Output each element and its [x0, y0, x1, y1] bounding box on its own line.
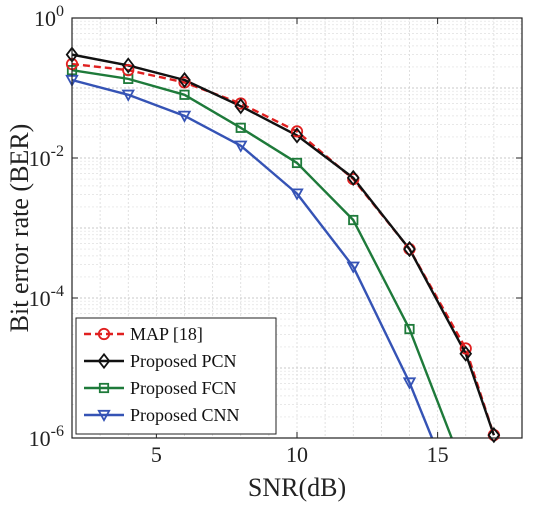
legend-label: Proposed PCN — [130, 351, 237, 371]
series-line-proposed-pcn — [72, 53, 496, 436]
data-point-proposed-pcn — [178, 71, 191, 89]
data-point-proposed-cnn — [121, 89, 135, 102]
data-point-proposed-cnn — [346, 261, 360, 274]
legend-label: Proposed CNN — [130, 405, 240, 425]
data-point-proposed-fcn — [235, 122, 246, 133]
data-point-proposed-cnn — [177, 110, 192, 123]
y-tick-label: 10-6 — [29, 423, 64, 451]
data-point-map-18- — [459, 342, 472, 355]
legend-label: MAP [18] — [130, 324, 203, 344]
legend-marker — [97, 409, 111, 423]
x-axis-title: SNR(dB) — [248, 473, 346, 502]
data-point-proposed-pcn — [346, 169, 360, 187]
data-point-proposed-pcn — [234, 98, 248, 115]
legend-marker — [97, 352, 111, 370]
data-point-proposed-pcn — [459, 345, 473, 362]
data-point-proposed-cnn — [290, 188, 304, 201]
data-point-proposed-pcn — [290, 127, 304, 144]
data-point-map-18- — [122, 64, 135, 77]
x-tick-label: 10 — [286, 442, 308, 467]
legend-marker — [97, 327, 111, 341]
series-line-map-18- — [72, 62, 496, 436]
data-point-map-18- — [290, 125, 304, 138]
data-point-proposed-fcn — [179, 89, 190, 100]
data-point-proposed-fcn — [404, 323, 415, 335]
y-tick-label: 10-2 — [29, 143, 64, 171]
data-point-proposed-cnn — [234, 140, 248, 153]
data-point-proposed-pcn — [487, 426, 501, 444]
data-point-proposed-cnn — [402, 377, 417, 390]
legend-marker — [98, 382, 110, 394]
y-tick-label: 100 — [34, 3, 64, 31]
data-point-proposed-pcn — [403, 240, 416, 258]
y-tick-label: 10-4 — [29, 283, 64, 311]
x-tick-label: 15 — [427, 442, 449, 467]
legend-label: Proposed FCN — [130, 378, 237, 398]
series-line-proposed-fcn — [72, 68, 453, 438]
data-point-proposed-fcn — [291, 157, 303, 169]
data-point-proposed-fcn — [348, 214, 359, 226]
x-tick-label: 5 — [151, 442, 162, 467]
y-axis-title: Bit error rate (BER) — [5, 124, 34, 333]
series-line-proposed-cnn — [72, 78, 434, 438]
data-point-proposed-pcn — [121, 57, 135, 74]
